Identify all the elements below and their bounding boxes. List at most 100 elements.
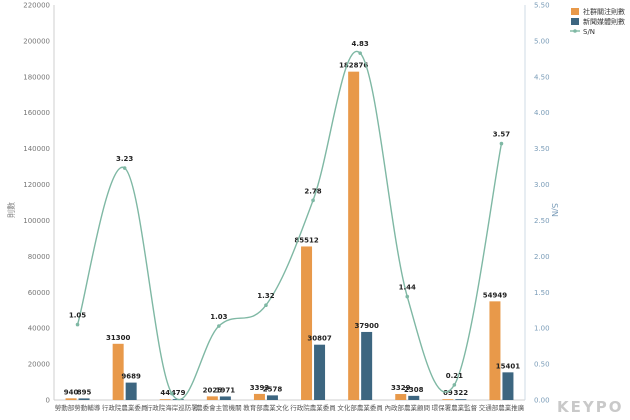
data-label-news: 1971 xyxy=(216,386,236,394)
bar-news xyxy=(125,382,137,400)
y-tick-left: 80000 xyxy=(28,253,50,261)
sn-data-label: 1.05 xyxy=(69,312,86,320)
bar-news xyxy=(455,399,467,400)
legend-label-social: 社群關注則數 xyxy=(583,7,625,16)
sn-line: 1.05 3.23 1.03 1.32 2.78 4.83 1.44 0.21 3.57 xyxy=(69,40,510,401)
x-tick-label: 農委會主管機關 xyxy=(196,403,242,412)
sn-data-label: 3.57 xyxy=(493,131,510,139)
legend-swatch-social xyxy=(571,8,579,15)
data-label-social: 44 xyxy=(160,389,170,397)
data-label-news: 15401 xyxy=(496,362,520,370)
x-tick-label: 勞動部勞動輔導 xyxy=(55,403,101,412)
sn-data-label: 1.03 xyxy=(210,313,227,321)
y-axis-label-left: 則數 xyxy=(6,202,16,218)
x-tick-label: 教育部農業文化 xyxy=(243,403,289,412)
bar-social xyxy=(253,393,265,400)
data-label-social: 182876 xyxy=(339,62,368,70)
sn-point xyxy=(264,303,268,308)
keypo-watermark: KEYPO xyxy=(557,398,623,416)
data-label-news: 9689 xyxy=(121,373,141,381)
sn-point xyxy=(358,51,362,55)
left-axis: 0 20000 40000 60000 80000 100000 120000 140000 1… xyxy=(23,2,525,405)
legend-label-news: 新聞媒體則數 xyxy=(583,17,625,26)
x-tick-label: 環保署農業監督 xyxy=(432,403,478,412)
data-label-news: 479 xyxy=(171,389,186,397)
x-tick-label: 行政院農業委員 xyxy=(290,403,336,412)
sn-point xyxy=(405,294,410,299)
bar-social xyxy=(301,246,313,400)
bar-social xyxy=(348,71,360,401)
data-label-social: 3393 xyxy=(250,384,270,392)
bar-social xyxy=(489,301,501,400)
y-tick-right: 3.50 xyxy=(534,145,550,153)
data-label-social: 69 xyxy=(443,389,453,397)
y-tick-left: 200000 xyxy=(23,37,50,45)
legend-marker-sn xyxy=(573,29,577,33)
bar-social xyxy=(442,399,454,400)
data-label-news: 322 xyxy=(454,389,469,397)
bar-news xyxy=(361,331,373,400)
y-tick-left: 120000 xyxy=(23,181,50,189)
sn-data-label: 1.44 xyxy=(399,284,416,292)
data-label-social: 31300 xyxy=(106,334,130,342)
data-label-social: 940 xyxy=(64,388,79,396)
x-tick-label: 行政院農業委員 xyxy=(102,403,148,412)
data-label-social: 3329 xyxy=(391,384,411,392)
y-axis-label-right: S/N xyxy=(550,203,559,217)
sn-point xyxy=(311,198,315,203)
y-tick-left: 160000 xyxy=(23,109,50,117)
y-tick-left: 220000 xyxy=(23,2,50,10)
x-tick-label: 內政部農業顧問 xyxy=(385,403,431,412)
y-tick-right: 5.00 xyxy=(534,37,550,45)
data-label-news: 2578 xyxy=(263,385,283,393)
y-tick-left: 60000 xyxy=(28,289,50,297)
y-tick-right: 2.00 xyxy=(534,253,550,261)
y-tick-right: 2.50 xyxy=(534,217,550,225)
data-label-news: 37900 xyxy=(354,322,378,330)
sn-point xyxy=(122,166,127,170)
sn-point xyxy=(499,141,504,146)
y-tick-left: 180000 xyxy=(23,73,50,81)
bar-news xyxy=(219,396,231,400)
y-tick-left: 140000 xyxy=(23,145,50,153)
y-tick-left: 20000 xyxy=(28,361,50,369)
y-tick-right: 3.00 xyxy=(534,181,550,189)
data-label-social: 85512 xyxy=(294,236,318,244)
bar-news xyxy=(502,372,514,400)
y-tick-left: 40000 xyxy=(28,325,50,333)
y-tick-right: 4.50 xyxy=(534,73,550,81)
y-tick-right: 5.50 xyxy=(534,2,550,10)
sn-point xyxy=(452,383,457,387)
y-tick-left: 100000 xyxy=(23,217,50,225)
data-label-news: 30807 xyxy=(307,335,331,343)
bar-social xyxy=(112,343,124,400)
sn-point xyxy=(217,324,221,328)
data-label-news: 895 xyxy=(77,388,92,396)
right-axis: 0.00 0.50 1.00 1.50 2.00 2.50 3.00 3.50 4.00 4.50… xyxy=(524,2,550,405)
sn-point xyxy=(75,322,80,327)
y-tick-right: 0.50 xyxy=(534,361,550,369)
y-tick-left: 0 xyxy=(46,397,50,405)
bar-social xyxy=(206,396,218,400)
y-tick-right: 0.00 xyxy=(534,397,550,405)
x-tick-label: 文化部農業委員 xyxy=(337,403,383,412)
data-label-social: 2025 xyxy=(203,386,223,394)
x-tick-label: 交通部農業推廣 xyxy=(479,403,525,412)
sn-data-label: 1.32 xyxy=(257,292,274,300)
y-tick-right: 4.00 xyxy=(534,109,550,117)
bar-social xyxy=(65,398,77,400)
bar-social xyxy=(159,399,171,400)
sn-line-path xyxy=(76,50,503,401)
sn-data-label: 2.78 xyxy=(304,187,321,195)
y-tick-right: 1.00 xyxy=(534,325,550,333)
sn-point xyxy=(169,391,174,396)
legend-label-sn: S/N xyxy=(583,28,595,36)
legend-swatch-news xyxy=(571,18,579,25)
x-tick-label: 行政院海岸巡防署 xyxy=(146,403,199,412)
sn-data-label: 0.21 xyxy=(446,372,463,380)
sn-data-label: 3.23 xyxy=(116,155,133,163)
